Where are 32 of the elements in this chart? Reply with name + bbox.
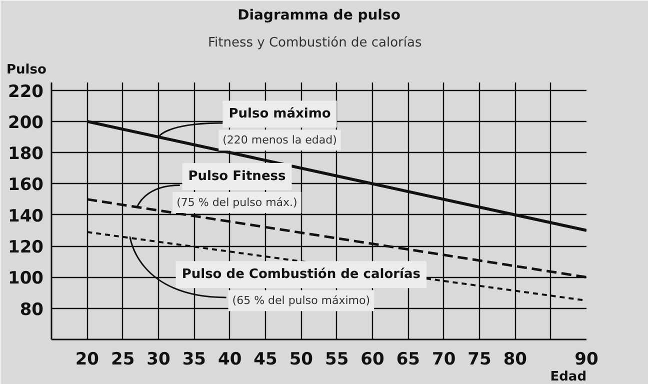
x-tick-label: 60 <box>360 350 384 370</box>
chart-subtitle: Fitness y Combustión de calorías <box>208 36 422 50</box>
chart-title: Diagramma de pulso <box>238 8 401 24</box>
x-axis-title: Edad <box>550 370 586 384</box>
x-tick-label: 25 <box>111 350 135 370</box>
series-label: Pulso de Combustión de calorías <box>182 267 421 282</box>
annotation: (65 % del pulso máximo) <box>232 294 370 308</box>
annotation: (75 % del pulso máx.) <box>176 196 298 209</box>
y-tick-label: 100 <box>8 268 44 289</box>
y-tick-label: 140 <box>8 206 44 226</box>
y-tick-label: 220 <box>8 82 44 102</box>
text: Pulso Fitness <box>188 168 286 184</box>
x-tick-label: 45 <box>254 350 278 370</box>
x-tick-label: 75 <box>468 350 492 370</box>
y-tick-label: 120 <box>8 238 44 258</box>
x-tick-label: 20 <box>75 350 100 370</box>
y-axis-title: Pulso <box>6 62 46 78</box>
y-tick-label: 160 <box>8 175 44 196</box>
x-tick-label: 70 <box>432 350 456 370</box>
text: Pulso máximo <box>228 106 331 122</box>
y-tick-label: 80 <box>20 300 44 320</box>
annotation: (220 menos la edad) <box>222 134 337 147</box>
y-tick-label: 180 <box>8 144 44 164</box>
x-tick-label: 50 <box>289 350 314 370</box>
x-tick-label: 80 <box>503 350 528 370</box>
x-tick-label: 65 <box>396 350 420 370</box>
y-tick-label: 200 <box>8 112 44 133</box>
x-tick-label: 30 <box>146 350 170 370</box>
x-tick-label: 35 <box>182 350 206 370</box>
x-tick-label: 55 <box>325 350 349 370</box>
x-tick-label: 40 <box>218 350 242 370</box>
x-tick-label: 90 <box>574 350 598 370</box>
